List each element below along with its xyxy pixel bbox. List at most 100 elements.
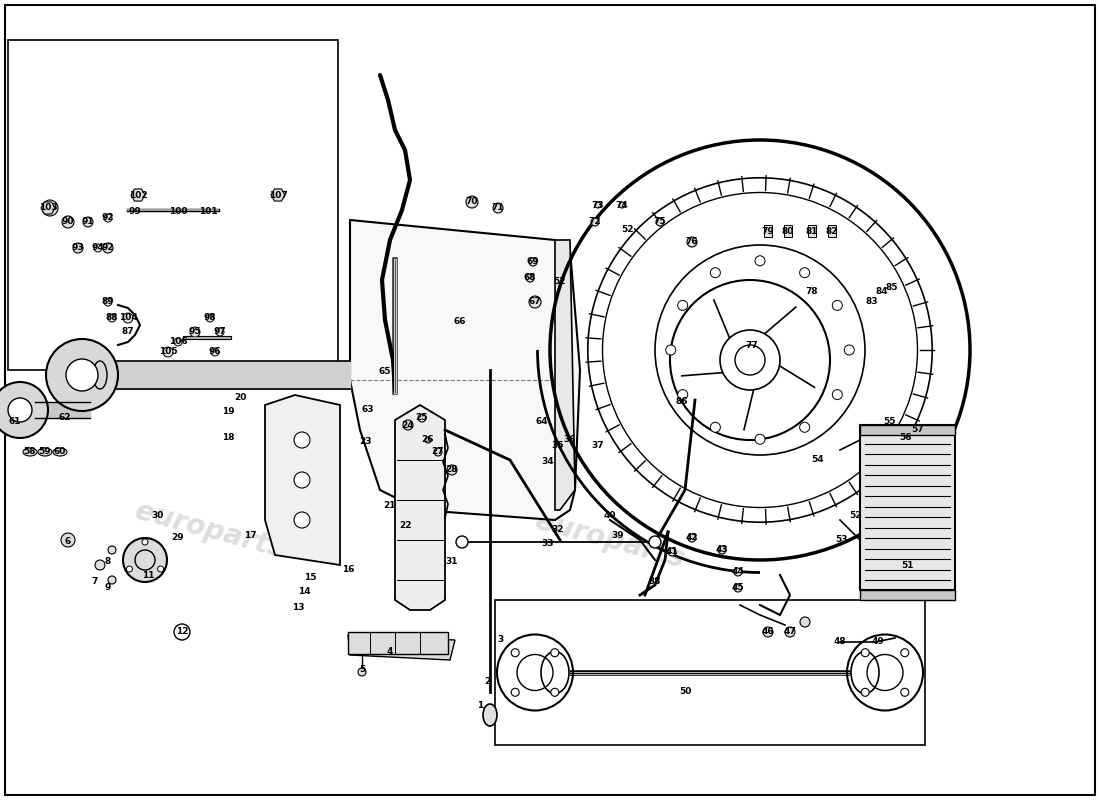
Text: 28: 28 <box>446 466 459 474</box>
Circle shape <box>529 296 541 308</box>
Text: 81: 81 <box>805 227 818 237</box>
Circle shape <box>711 422 720 432</box>
Text: 35: 35 <box>552 441 564 450</box>
Circle shape <box>425 437 431 443</box>
Text: 102: 102 <box>129 190 147 199</box>
Circle shape <box>901 688 909 696</box>
Circle shape <box>649 536 661 548</box>
Circle shape <box>763 627 773 637</box>
Text: 107: 107 <box>268 190 287 199</box>
Text: 99: 99 <box>129 207 142 217</box>
Text: 6: 6 <box>65 538 72 546</box>
Text: 21: 21 <box>384 502 396 510</box>
Text: 47: 47 <box>783 627 796 637</box>
Text: 77: 77 <box>746 341 758 350</box>
Circle shape <box>403 420 412 430</box>
Bar <box>495 600 925 745</box>
Text: 38: 38 <box>649 578 661 586</box>
Bar <box>348 632 448 654</box>
Circle shape <box>190 327 200 337</box>
Circle shape <box>512 649 519 657</box>
Bar <box>808 225 816 237</box>
Text: 15: 15 <box>304 574 317 582</box>
Text: 101: 101 <box>199 207 218 217</box>
Circle shape <box>84 218 92 226</box>
Circle shape <box>216 328 224 336</box>
Circle shape <box>668 548 676 556</box>
Text: europarts: europarts <box>132 497 288 563</box>
Bar <box>860 590 955 600</box>
Text: 106: 106 <box>168 338 187 346</box>
Text: 71: 71 <box>492 203 504 213</box>
Circle shape <box>42 200 58 216</box>
Circle shape <box>734 584 742 592</box>
Polygon shape <box>265 395 340 565</box>
Text: 54: 54 <box>812 455 824 465</box>
Ellipse shape <box>483 704 497 726</box>
Circle shape <box>551 649 559 657</box>
Bar <box>764 225 772 237</box>
Circle shape <box>73 243 82 253</box>
Text: europarts: europarts <box>532 506 688 574</box>
Text: 70: 70 <box>465 198 478 206</box>
Circle shape <box>785 627 795 637</box>
Circle shape <box>103 243 113 253</box>
Circle shape <box>108 314 115 322</box>
Circle shape <box>688 534 696 542</box>
Text: 85: 85 <box>886 283 899 293</box>
Text: 19: 19 <box>222 407 234 417</box>
Text: 57: 57 <box>912 426 924 434</box>
Circle shape <box>294 472 310 488</box>
Text: 49: 49 <box>871 638 884 646</box>
Circle shape <box>60 533 75 547</box>
Circle shape <box>718 546 726 554</box>
Text: 97: 97 <box>213 327 227 337</box>
Text: 32: 32 <box>552 526 564 534</box>
Text: 52: 52 <box>849 510 861 519</box>
Circle shape <box>619 202 625 208</box>
Circle shape <box>74 244 82 252</box>
Text: 20: 20 <box>234 394 246 402</box>
Circle shape <box>123 313 133 323</box>
Bar <box>784 225 792 237</box>
Text: 8: 8 <box>104 558 111 566</box>
Text: 79: 79 <box>761 227 774 237</box>
Bar <box>828 225 836 237</box>
Circle shape <box>512 688 519 696</box>
Text: 1: 1 <box>477 701 483 710</box>
Polygon shape <box>131 189 145 201</box>
Text: 43: 43 <box>716 546 728 554</box>
Text: 93: 93 <box>72 243 85 253</box>
Text: 30: 30 <box>152 510 164 519</box>
Circle shape <box>734 568 742 576</box>
Circle shape <box>800 617 810 627</box>
Text: 90: 90 <box>62 218 75 226</box>
Text: 72: 72 <box>588 218 602 226</box>
Text: 36: 36 <box>563 435 576 445</box>
Text: 63: 63 <box>362 406 374 414</box>
Bar <box>860 425 955 590</box>
Circle shape <box>833 390 843 400</box>
Circle shape <box>294 432 310 448</box>
Circle shape <box>656 218 664 226</box>
Text: 82: 82 <box>826 227 838 237</box>
Text: 2: 2 <box>484 678 491 686</box>
Polygon shape <box>395 405 446 610</box>
Text: 59: 59 <box>39 447 52 457</box>
Text: 45: 45 <box>732 583 745 593</box>
Text: 52: 52 <box>621 226 635 234</box>
Text: 92: 92 <box>101 214 114 222</box>
Text: 55: 55 <box>883 418 896 426</box>
Text: 25: 25 <box>416 414 428 422</box>
Circle shape <box>755 256 764 266</box>
Circle shape <box>434 448 442 456</box>
Text: 26: 26 <box>421 435 434 445</box>
Circle shape <box>529 258 537 266</box>
Circle shape <box>104 244 112 252</box>
Text: 67: 67 <box>529 298 541 306</box>
Circle shape <box>678 300 688 310</box>
Text: 87: 87 <box>122 327 134 337</box>
Text: 50: 50 <box>679 687 691 697</box>
Circle shape <box>206 314 214 322</box>
Text: 56: 56 <box>899 434 911 442</box>
